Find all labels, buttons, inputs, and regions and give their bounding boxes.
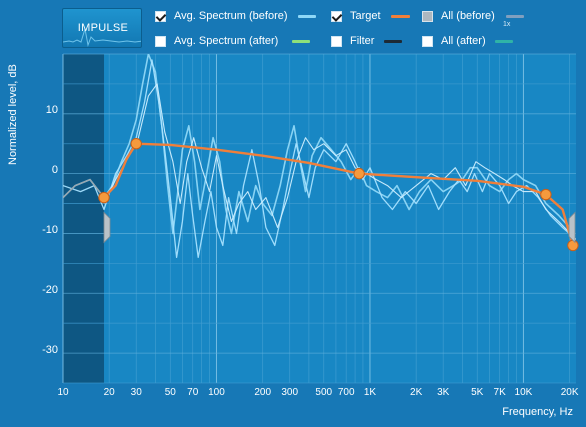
legend-avg-after[interactable]: Avg. Spectrum (after) <box>155 33 278 49</box>
x-tick-label: 20 <box>103 387 115 398</box>
target-swatch <box>391 15 410 18</box>
low-range-handle <box>103 211 111 244</box>
target-label: Target <box>350 10 381 22</box>
all-before-swatch <box>506 15 524 18</box>
avg-after-label: Avg. Spectrum (after) <box>174 35 279 47</box>
x-tick-label: 300 <box>281 387 299 398</box>
target-checkbox[interactable] <box>331 10 342 22</box>
avg-before-label: Avg. Spectrum (before) <box>174 10 288 22</box>
x-tick-label: 70 <box>187 387 199 398</box>
y-tick-label: -20 <box>42 284 58 296</box>
avg-after-checkbox[interactable] <box>155 35 166 47</box>
avg-after-swatch <box>292 40 310 43</box>
target-handle <box>567 239 579 252</box>
target-handle <box>540 188 552 201</box>
out-of-range-region <box>63 54 105 383</box>
x-tick-label: 10K <box>514 387 533 398</box>
spectrum-series-line <box>63 59 576 259</box>
avg-before-swatch <box>298 15 316 18</box>
all-after-checkbox[interactable] <box>422 35 433 47</box>
impulse-button-label: IMPULSE <box>77 22 129 34</box>
x-tick-label: 1K <box>363 387 377 398</box>
out-of-range-trace <box>63 178 105 199</box>
x-tick-label: 200 <box>254 387 272 398</box>
filter-label: Filter <box>350 35 375 47</box>
y-tick-label: -10 <box>42 224 58 236</box>
x-tick-label: 500 <box>315 387 333 398</box>
impulse-wave-icon <box>63 28 141 47</box>
x-axis-title: Frequency, Hz <box>502 406 573 418</box>
legend-target[interactable]: Target <box>331 8 381 24</box>
all-before-label: All (before) <box>441 10 495 22</box>
y-tick-label: -30 <box>42 344 58 356</box>
legend-filter[interactable]: Filter <box>331 33 374 49</box>
all-before-checkbox[interactable] <box>422 10 433 22</box>
impulse-button[interactable]: IMPULSE <box>62 8 142 48</box>
x-tick-label: 5K <box>471 387 484 398</box>
legend-all-after[interactable]: All (after) <box>422 33 486 49</box>
target-curve-line <box>103 142 575 246</box>
x-tick-label: 30 <box>130 387 142 398</box>
x-tick-label: 7K <box>493 387 506 398</box>
target-handle <box>353 167 365 180</box>
x-tick-label: 10 <box>57 387 69 398</box>
legend-all-before[interactable]: All (before) <box>422 8 495 24</box>
spectrum-series-line <box>63 54 576 246</box>
target-handle <box>98 191 110 204</box>
x-tick-label: 50 <box>164 387 176 398</box>
y-tick-label: 0 <box>51 164 58 176</box>
all-before-scale: 1x <box>503 21 511 28</box>
all-after-label: All (after) <box>441 35 486 47</box>
y-tick-label: 10 <box>45 104 58 116</box>
filter-checkbox[interactable] <box>331 35 342 47</box>
x-tick-label: 100 <box>208 387 225 398</box>
avg-before-checkbox[interactable] <box>155 10 166 22</box>
target-handle <box>130 138 142 150</box>
high-range-handle <box>568 211 576 244</box>
x-tick-label: 3K <box>437 387 450 398</box>
x-tick-label: 2K <box>410 387 423 398</box>
all-after-swatch <box>495 40 513 43</box>
legend-avg-before[interactable]: Avg. Spectrum (before) <box>155 8 288 24</box>
plot-area <box>63 54 576 383</box>
filter-swatch <box>384 40 402 43</box>
x-tick-label: 20K <box>560 387 579 398</box>
x-tick-label: 700 <box>337 387 355 398</box>
spectrum-series-line <box>103 83 576 240</box>
